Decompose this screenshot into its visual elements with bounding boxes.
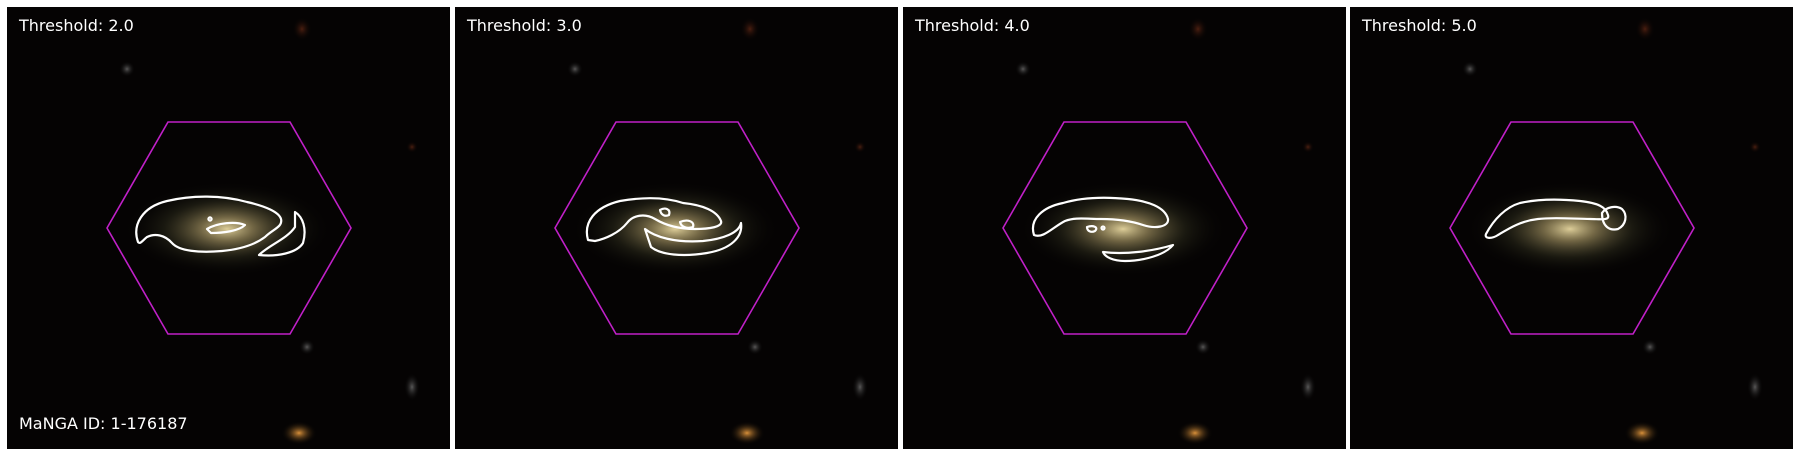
contour-lines	[1031, 196, 1175, 263]
ifu-hexagon	[554, 121, 800, 335]
panel-threshold-4: Threshold: 5.0	[1350, 7, 1793, 449]
panel-threshold-2: Threshold: 3.0	[455, 7, 898, 449]
threshold-label: Threshold: 2.0	[19, 16, 134, 35]
manga-id-label: MaNGA ID: 1-176187	[19, 414, 188, 433]
galaxy-image	[903, 7, 1346, 449]
threshold-label: Threshold: 5.0	[1362, 16, 1477, 35]
panel-threshold-3: Threshold: 4.0	[903, 7, 1346, 449]
galaxy-image	[1350, 7, 1793, 449]
ifu-hexagon	[1002, 121, 1248, 335]
ifu-hexagon	[1449, 121, 1695, 335]
contour-lines	[585, 197, 743, 257]
contour-lines	[1484, 198, 1627, 239]
contour-lines	[135, 195, 306, 257]
panel-threshold-1: Threshold: 2.0 MaNGA ID: 1-176187	[7, 7, 450, 449]
threshold-label: Threshold: 3.0	[467, 16, 582, 35]
threshold-label: Threshold: 4.0	[915, 16, 1030, 35]
galaxy-image	[7, 7, 450, 449]
ifu-hexagon	[106, 121, 352, 335]
galaxy-image	[455, 7, 898, 449]
